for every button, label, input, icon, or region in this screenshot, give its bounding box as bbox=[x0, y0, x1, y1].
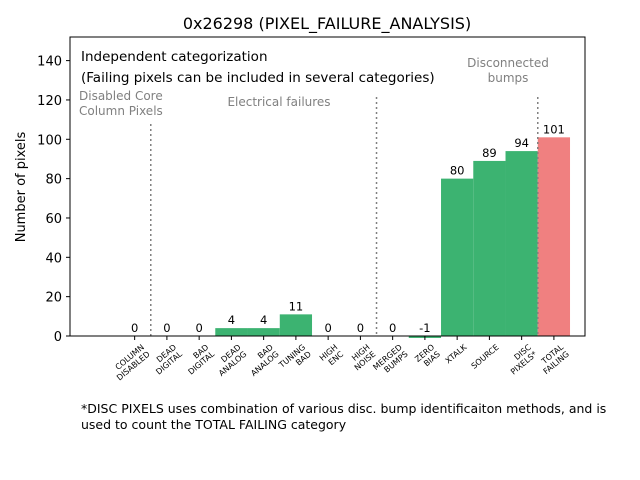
annotation-line-2: (Failing pixels can be included in sever… bbox=[81, 70, 435, 86]
value-label-6: 0 bbox=[324, 321, 331, 335]
section-label-1-0: Electrical failures bbox=[227, 95, 330, 109]
y-tick-label-20: 20 bbox=[45, 291, 62, 306]
value-label-13: 101 bbox=[543, 122, 565, 136]
value-label-12: 94 bbox=[514, 136, 529, 150]
x-tick-label-1: DEADDIGITAL bbox=[148, 342, 184, 376]
plot-frame bbox=[69, 36, 586, 337]
y-tick-label-40: 40 bbox=[45, 251, 62, 266]
x-tick-label-6: HIGHENC bbox=[318, 342, 346, 369]
section-label-0-1: Column Pixels bbox=[79, 104, 163, 118]
y-tick-label-120: 120 bbox=[37, 94, 62, 109]
y-axis-label: Number of pixels bbox=[14, 131, 29, 242]
bar-3 bbox=[215, 328, 248, 336]
value-label-5: 11 bbox=[289, 299, 304, 313]
x-tick-label-11: SOURCE bbox=[470, 343, 501, 371]
value-label-2: 0 bbox=[195, 321, 202, 335]
footnote: *DISC PIXELS uses combination of various… bbox=[81, 401, 607, 432]
bar-13 bbox=[537, 137, 571, 336]
x-tick-label-8: MERGEDBUMPS bbox=[371, 343, 409, 379]
value-label-11: 89 bbox=[482, 146, 497, 160]
y-tick-label-140: 140 bbox=[37, 55, 62, 70]
value-label-4: 4 bbox=[260, 313, 267, 327]
bar-4 bbox=[247, 328, 280, 336]
value-label-7: 0 bbox=[357, 321, 364, 335]
value-label-3: 4 bbox=[228, 313, 235, 327]
x-tick-label-4: BADANALOG bbox=[243, 343, 280, 378]
x-tick-label-3: DEADANALOG bbox=[211, 343, 248, 378]
y-tick-label-100: 100 bbox=[37, 133, 62, 148]
value-label-9: -1 bbox=[419, 321, 430, 335]
annotation-line-1: Independent categorization bbox=[81, 49, 268, 65]
value-label-1: 0 bbox=[163, 321, 170, 335]
bar-11 bbox=[473, 160, 506, 336]
value-label-0: 0 bbox=[131, 321, 138, 335]
y-tick-label-80: 80 bbox=[45, 173, 62, 188]
x-tick-label-13: TOTALFAILING bbox=[536, 342, 571, 376]
section-label-2-0: Disconnected bbox=[467, 56, 549, 70]
x-tick-label-12: DISCPIXELS* bbox=[503, 342, 539, 376]
bar-5 bbox=[279, 314, 313, 336]
chart-title: 0x26298 (PIXEL_FAILURE_ANALYSIS) bbox=[183, 14, 471, 34]
section-label-0-0: Disabled Core bbox=[79, 89, 163, 103]
bar-chart: 0x26298 (PIXEL_FAILURE_ANALYSIS) Number … bbox=[14, 14, 586, 383]
bar-12 bbox=[505, 151, 538, 336]
bar-10 bbox=[441, 178, 474, 336]
y-tick-label-60: 60 bbox=[45, 212, 62, 227]
x-tick-label-0: COLUMNDISABLED bbox=[109, 343, 152, 383]
value-label-8: 0 bbox=[389, 321, 396, 335]
x-tick-label-5: TUNINGBAD bbox=[277, 343, 313, 378]
x-tick-label-10: XTALK bbox=[444, 342, 469, 365]
x-tick-label-9: ZEROBIAS bbox=[413, 343, 442, 371]
x-tick-label-2: BADDIGITAL bbox=[181, 342, 217, 376]
y-tick-label-0: 0 bbox=[54, 330, 62, 345]
value-label-10: 80 bbox=[450, 164, 465, 178]
section-label-2-1: bumps bbox=[488, 71, 529, 85]
